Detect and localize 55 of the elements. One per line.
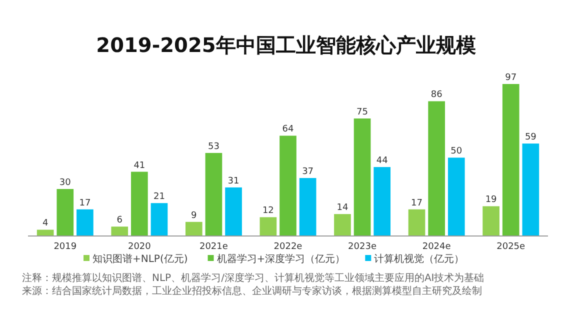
bar: [260, 217, 277, 236]
data-label: 44: [376, 156, 388, 166]
x-tick-label: 2020: [128, 242, 152, 252]
data-label: 53: [208, 142, 220, 152]
x-tick-label: 2024e: [422, 242, 452, 252]
data-label: 86: [430, 90, 443, 100]
data-label: 4: [42, 218, 48, 229]
x-tick-label: 2021e: [199, 242, 228, 252]
bar: [280, 136, 296, 236]
bar: [299, 178, 316, 236]
data-label: 14: [336, 203, 348, 214]
data-label: 41: [134, 160, 146, 171]
bar: [150, 203, 168, 236]
bar: [334, 214, 351, 236]
x-tick-label: 2023e: [348, 242, 377, 252]
bar: [56, 188, 74, 236]
x-tick-label: 2025e: [496, 242, 526, 252]
text: 注释：规模推算以知识图谱、NLP、机器学习/深度学习、计算机视觉等工业领域主要应用的AI技术为基础: [22, 272, 484, 284]
bar: [408, 209, 426, 236]
data-label: 64: [282, 124, 294, 135]
x-tick-label: 2022e: [274, 242, 303, 252]
data-label: 50: [450, 146, 462, 157]
data-label: 30: [59, 178, 72, 188]
data-label: 19: [485, 195, 498, 206]
data-label: 37: [302, 167, 314, 178]
bar: [205, 152, 222, 236]
data-label: 59: [524, 132, 537, 143]
bar: [225, 187, 242, 236]
data-label: 17: [411, 198, 422, 208]
bar: [76, 209, 94, 236]
data-label: 17: [79, 198, 91, 208]
bar: [354, 118, 371, 236]
bar: [482, 206, 500, 236]
bar: [185, 222, 202, 236]
legend-label: 知识图谱+NLP(亿元): [92, 253, 188, 265]
data-label: 6: [116, 216, 123, 226]
x-tick-label: 2019: [54, 242, 77, 252]
bar: [502, 84, 520, 236]
data-label: 21: [154, 192, 165, 202]
bar: [111, 226, 128, 236]
bar: [428, 101, 445, 236]
data-label: 31: [228, 176, 240, 186]
data-label: 12: [262, 206, 274, 216]
data-label: 9: [191, 210, 198, 221]
legend-label: 计算机视觉（亿元）: [374, 253, 464, 265]
data-label: 75: [356, 107, 368, 118]
source-note: 来源：结合国家统计局数据，工业企业招投标信息、企业调研与专家访谈，根据测算模型自主研究及绘制: [22, 285, 482, 297]
bar: [522, 144, 540, 236]
chart-title: 2019-2025年中国工业智能核心产业规模: [96, 33, 476, 57]
bar: [131, 172, 148, 236]
bar: [374, 167, 391, 236]
bar: [36, 230, 54, 236]
legend-label: 机器学习+深度学习（亿元）: [216, 253, 346, 265]
bar: [448, 158, 465, 236]
data-label: 97: [505, 73, 517, 83]
